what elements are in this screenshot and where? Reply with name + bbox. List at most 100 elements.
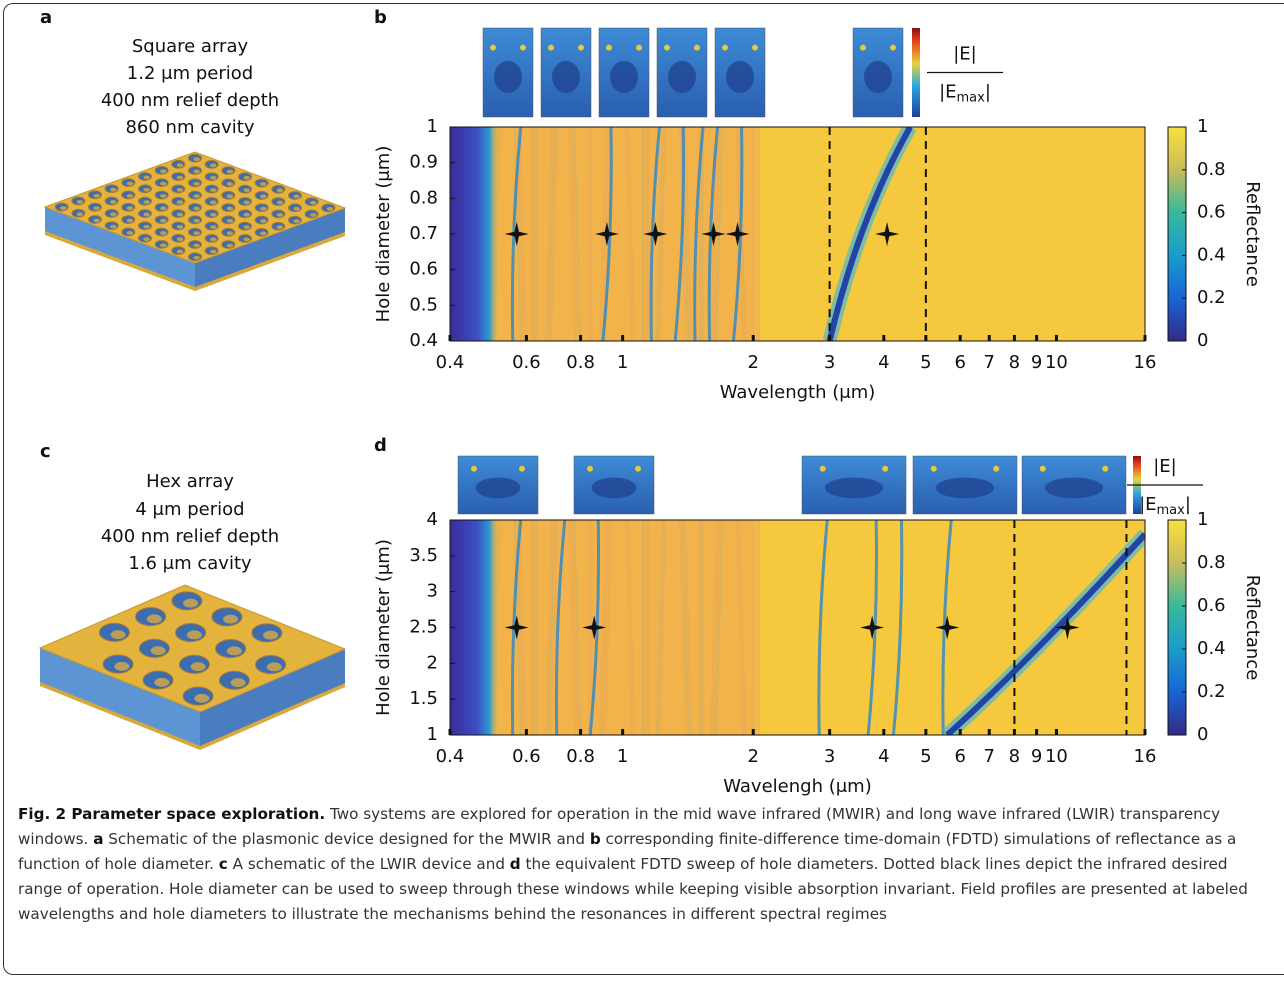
field-hotspot	[592, 477, 637, 498]
caption-panel-ref: d	[510, 855, 521, 873]
caption-text: A schematic of the LWIR device and	[228, 855, 510, 873]
hole-floor	[194, 694, 209, 703]
hole-floor	[110, 212, 117, 216]
field-hotspot	[726, 61, 754, 93]
y-tick-label: 0.4	[409, 330, 438, 351]
colorbar-tick-label: 0.8	[1197, 159, 1226, 180]
panel-label: a	[40, 7, 52, 28]
hole-floor	[160, 194, 167, 198]
panel-label: d	[374, 435, 387, 456]
x-tick-label: 10	[1045, 746, 1068, 767]
hole-floor	[227, 182, 234, 186]
x-tick-label: 5	[920, 352, 931, 373]
field-label-denominator: |Emax|	[1139, 494, 1191, 518]
hole-floor	[293, 219, 300, 223]
field-hotspot	[993, 466, 999, 472]
y-tick-label: 3.5	[409, 545, 438, 566]
field-hotspot	[471, 466, 477, 472]
hole-floor	[193, 194, 200, 198]
field-label-denominator: |Emax|	[939, 82, 991, 106]
colorbar	[1168, 520, 1186, 735]
field-hotspot	[668, 61, 696, 93]
hole-floor	[260, 231, 267, 235]
field-hotspot	[694, 45, 700, 51]
caption-title: Fig. 2 Parameter space exploration.	[18, 805, 325, 823]
x-tick-label: 16	[1134, 746, 1157, 767]
field-hotspot	[860, 45, 866, 51]
field-hotspot	[610, 61, 638, 93]
hole-floor	[210, 176, 217, 180]
hole-floor	[110, 188, 117, 192]
hole-floor	[260, 194, 267, 198]
hole-floor	[110, 225, 117, 229]
panel-label: c	[40, 441, 51, 462]
hole-floor	[260, 207, 267, 211]
field-hotspot	[552, 61, 580, 93]
hole-floor	[243, 238, 250, 242]
panel-text: 860 nm cavity	[125, 117, 254, 138]
hole-floor	[193, 157, 200, 161]
y-tick-label: 2	[427, 652, 438, 673]
x-tick-label: 7	[984, 746, 995, 767]
x-tick-label: 4	[878, 746, 889, 767]
field-hotspot	[931, 466, 937, 472]
hole-floor	[147, 614, 162, 623]
y-tick-label: 0.6	[409, 259, 438, 280]
field-hotspot	[722, 45, 728, 51]
hole-floor	[127, 206, 134, 210]
hole-floor	[160, 243, 167, 247]
hole-floor	[60, 206, 67, 210]
colorbar-tick-label: 0.4	[1197, 638, 1226, 659]
field-hotspot	[820, 466, 826, 472]
hole-floor	[77, 212, 84, 216]
field-colorbar	[912, 28, 920, 117]
y-tick-label: 1.5	[409, 688, 438, 709]
field-hotspot	[882, 466, 888, 472]
colorbar-tick-label: 0.4	[1197, 244, 1226, 265]
x-tick-label: 3	[824, 352, 835, 373]
field-label-part: |E	[1139, 494, 1156, 515]
hole-floor	[177, 200, 184, 204]
hole-floor	[160, 219, 167, 223]
hole-floor	[210, 225, 217, 229]
colorbar-tick-label: 0.6	[1197, 202, 1226, 223]
colorbar-label: Reflectance	[1242, 181, 1263, 287]
hole-floor	[177, 250, 184, 254]
hole-floor	[177, 188, 184, 192]
heatmap-absorption	[450, 520, 499, 735]
field-hotspot	[476, 477, 521, 498]
x-tick-label: 0.6	[512, 352, 541, 373]
field-hotspot	[864, 61, 892, 93]
hole-floor	[143, 200, 150, 204]
hole-floor	[227, 170, 234, 174]
hole-floor	[160, 206, 167, 210]
hole-floor	[210, 188, 217, 192]
x-axis-label: Wavelengh (μm)	[723, 776, 871, 797]
panel-text: 4 μm period	[135, 499, 244, 520]
hole-floor	[111, 630, 126, 639]
hole-floor	[227, 207, 234, 211]
colorbar-tick-label: 0.6	[1197, 595, 1226, 616]
hole-floor	[223, 615, 238, 624]
x-axis-label: Wavelength (μm)	[720, 382, 876, 403]
x-tick-label: 9	[1031, 746, 1042, 767]
panel-text: 400 nm relief depth	[101, 90, 279, 111]
colorbar-tick-label: 0.8	[1197, 552, 1226, 573]
x-tick-label: 5	[920, 746, 931, 767]
hole-floor	[127, 182, 134, 186]
y-tick-label: 0.5	[409, 294, 438, 315]
hole-floor	[160, 182, 167, 186]
panel-text: 1.2 μm period	[127, 63, 253, 84]
hole-floor	[193, 244, 200, 248]
x-tick-label: 6	[954, 746, 965, 767]
hole-floor	[143, 213, 150, 217]
hole-floor	[183, 599, 198, 608]
hole-floor	[143, 176, 150, 180]
panel-text: 1.6 μm cavity	[128, 553, 252, 574]
hole-floor	[210, 237, 217, 241]
field-label-part: |	[985, 82, 991, 103]
y-tick-label: 3	[427, 581, 438, 602]
hole-floor	[191, 662, 206, 671]
hole-floor	[114, 662, 129, 671]
colorbar-tick-label: 0.2	[1197, 287, 1226, 308]
